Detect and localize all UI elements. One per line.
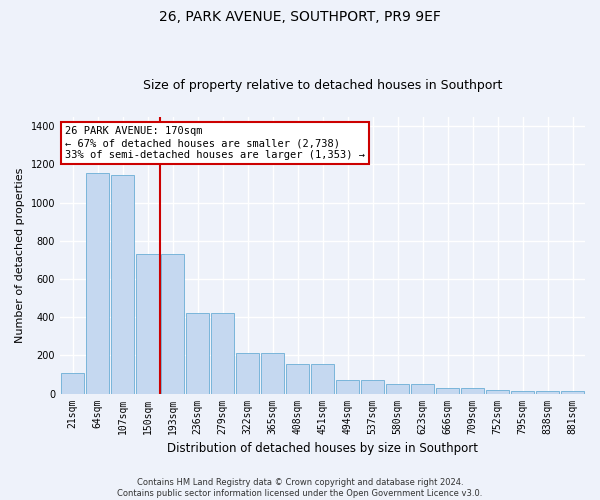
Bar bbox=[336, 380, 359, 394]
Text: 26, PARK AVENUE, SOUTHPORT, PR9 9EF: 26, PARK AVENUE, SOUTHPORT, PR9 9EF bbox=[159, 10, 441, 24]
Bar bbox=[361, 380, 384, 394]
Bar bbox=[536, 391, 559, 394]
Bar bbox=[386, 384, 409, 394]
Bar bbox=[411, 384, 434, 394]
Title: Size of property relative to detached houses in Southport: Size of property relative to detached ho… bbox=[143, 79, 502, 92]
Text: Contains HM Land Registry data © Crown copyright and database right 2024.
Contai: Contains HM Land Registry data © Crown c… bbox=[118, 478, 482, 498]
Bar bbox=[261, 354, 284, 394]
Bar bbox=[286, 364, 309, 394]
X-axis label: Distribution of detached houses by size in Southport: Distribution of detached houses by size … bbox=[167, 442, 478, 455]
Bar bbox=[486, 390, 509, 394]
Bar bbox=[211, 314, 234, 394]
Text: 26 PARK AVENUE: 170sqm
← 67% of detached houses are smaller (2,738)
33% of semi-: 26 PARK AVENUE: 170sqm ← 67% of detached… bbox=[65, 126, 365, 160]
Bar bbox=[186, 314, 209, 394]
Bar bbox=[436, 388, 459, 394]
Bar bbox=[161, 254, 184, 394]
Bar bbox=[61, 372, 84, 394]
Bar bbox=[561, 391, 584, 394]
Bar bbox=[461, 388, 484, 394]
Bar bbox=[136, 254, 159, 394]
Bar bbox=[111, 175, 134, 394]
Bar bbox=[86, 173, 109, 394]
Y-axis label: Number of detached properties: Number of detached properties bbox=[15, 168, 25, 343]
Bar bbox=[311, 364, 334, 394]
Bar bbox=[236, 354, 259, 394]
Bar bbox=[511, 390, 534, 394]
